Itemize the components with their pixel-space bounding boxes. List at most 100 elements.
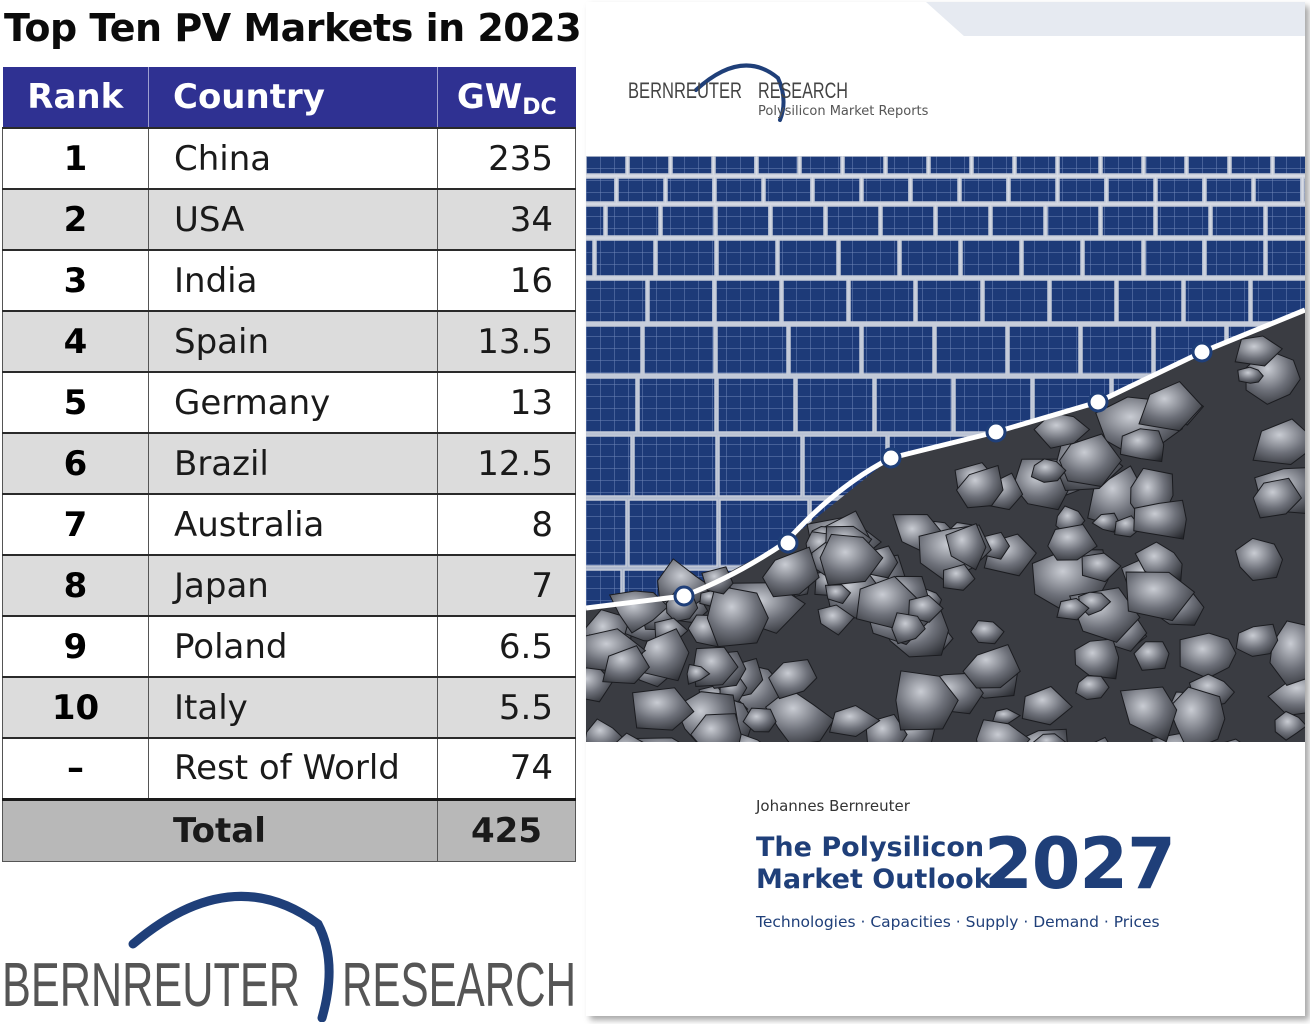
country-cell: Spain [148, 310, 438, 372]
solar-panel [839, 239, 899, 277]
polysilicon-chunk [1252, 418, 1305, 466]
curve-marker [1191, 341, 1213, 363]
gw-header-main: GW [456, 77, 523, 117]
solar-panel [929, 156, 971, 175]
solar-panel [771, 205, 825, 237]
country-cell: Germany [148, 371, 438, 433]
country-header: Country [148, 67, 438, 128]
rank-cell: 1 [2, 127, 149, 189]
solar-panel [595, 239, 655, 277]
polysilicon-chunk [824, 584, 852, 605]
table-row: 4 Spain 13.5 [2, 310, 576, 372]
solar-panel [935, 325, 1007, 375]
solar-panel [983, 279, 1049, 323]
rank-cell: 3 [2, 249, 149, 311]
table-row: 8 Japan 7 [2, 554, 576, 616]
polysilicon-chunk [706, 584, 769, 648]
solar-panel [1058, 156, 1100, 175]
table-header-row: Rank Country GWDC [2, 67, 576, 128]
solar-panel [633, 435, 717, 497]
solar-panel [628, 156, 670, 175]
rank-cell: 5 [2, 371, 149, 433]
logo-text-right: RESEARCH [342, 951, 576, 1020]
polysilicon-chunk [1234, 537, 1284, 582]
solar-panel [718, 435, 802, 497]
polysilicon-chunk [1033, 412, 1091, 449]
table-row: 9 Poland 6.5 [2, 615, 576, 677]
polysilicon-chunk [817, 604, 855, 636]
country-cell: USA [148, 188, 438, 250]
cover-logo-arc [694, 63, 786, 122]
table-row: 5 Germany 13 [2, 371, 576, 433]
solar-panel [586, 239, 594, 277]
rank-cell: 9 [2, 615, 149, 677]
polysilicon-chunk [1237, 366, 1264, 384]
solar-panel [1266, 205, 1305, 237]
solar-panel [1254, 177, 1302, 203]
cover-logo: BERNREUTER RESEARCH [628, 63, 848, 122]
country-cell: India [148, 249, 438, 311]
solar-panel [1205, 177, 1253, 203]
solar-panel [617, 177, 665, 203]
value-cell: 7 [437, 554, 576, 616]
cover-year: 2027 [984, 823, 1176, 905]
polysilicon-chunk [942, 563, 976, 591]
value-cell: 235 [437, 127, 576, 189]
cover-top-tab [926, 2, 1305, 36]
cover-topics: Technologies · Capacities · Supply · Dem… [756, 913, 1160, 931]
report-cover: BERNREUTER RESEARCH Polysilicon Market R… [586, 2, 1305, 1016]
curve-marker [777, 532, 799, 554]
solar-panel [1046, 205, 1100, 237]
polysilicon-chunk [819, 533, 884, 586]
country-cell: Rest of World [148, 737, 438, 799]
polysilicon-chunk [1081, 552, 1122, 583]
value-cell: 34 [437, 188, 576, 250]
curve-marker [1087, 391, 1109, 413]
polysilicon-chunk [586, 718, 625, 742]
solar-panel [813, 177, 861, 203]
growth-curve-markers [673, 341, 1213, 607]
polysilicon-chunk [891, 612, 926, 645]
table-row: – Rest of World 74 [2, 737, 576, 799]
polysilicon-chunk [1030, 458, 1067, 483]
solar-panel [1117, 279, 1183, 323]
cover-title-line2: Market Outlook [756, 864, 992, 895]
cover-title-line1: The Polysilicon [756, 832, 985, 863]
polysilicon-chunk [762, 546, 820, 598]
polysilicon-chunk [1234, 335, 1284, 367]
solar-panel [1211, 205, 1265, 237]
value-cell: 12.5 [437, 432, 576, 494]
solar-panel [1273, 156, 1305, 175]
solar-panel [1266, 239, 1305, 277]
solar-panel [1083, 239, 1143, 277]
curve-marker [880, 447, 902, 469]
solar-panel [671, 156, 713, 175]
solar-panel [796, 377, 874, 433]
solar-panel [715, 177, 763, 203]
cover-author: Johannes Bernreuter [756, 797, 910, 815]
cover-logo-left: BERNREUTER [628, 78, 742, 103]
polysilicon-chunk [690, 713, 742, 742]
rank-cell: 7 [2, 493, 149, 555]
polysilicon-chunk [962, 643, 1021, 689]
polysilicon-chunk [1032, 733, 1067, 742]
value-cell: 13 [437, 371, 576, 433]
solar-panel [961, 239, 1021, 277]
solar-panel [900, 239, 960, 277]
solar-panel [991, 205, 1045, 237]
polysilicon-chunk [1119, 686, 1178, 742]
total-row: Total 425 [2, 797, 576, 862]
table-row: 7 Australia 8 [2, 493, 576, 555]
polysilicon-chunk [602, 645, 651, 685]
solar-panel [643, 325, 715, 375]
solar-panel [586, 156, 627, 175]
polysilicon-chunk [955, 464, 1004, 509]
solar-panel [960, 177, 1008, 203]
table-row: 10 Italy 5.5 [2, 676, 576, 738]
table-row: 2 USA 34 [2, 188, 576, 250]
polysilicon-chunk [1094, 736, 1109, 742]
solar-panel [1008, 325, 1080, 375]
polysilicon-chunk [1235, 623, 1279, 657]
value-cell: 6.5 [437, 615, 576, 677]
polysilicon-chunk [1059, 433, 1123, 488]
